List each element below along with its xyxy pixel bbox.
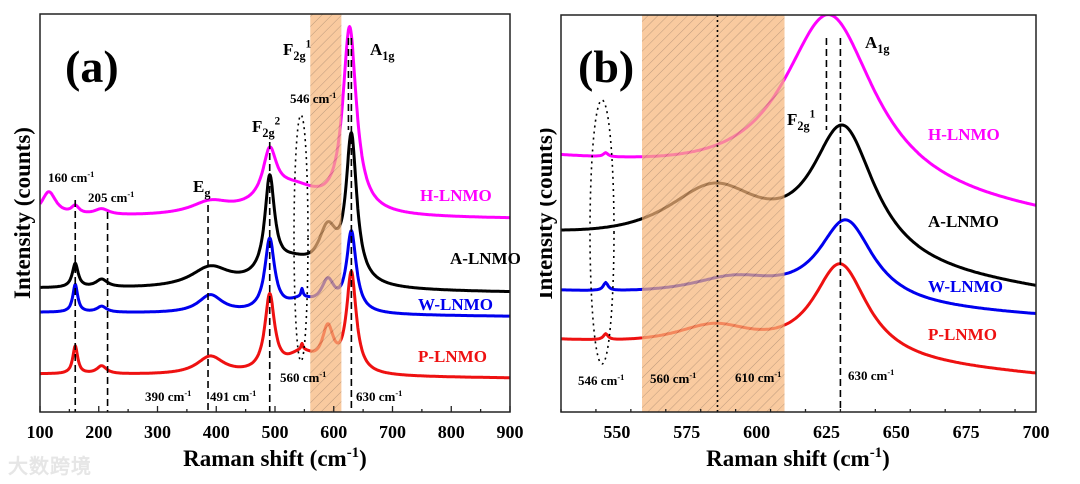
series-line-p-lnmo xyxy=(40,269,510,380)
legend-label-h-lnmo: H-LNMO xyxy=(420,186,492,205)
plot-frame xyxy=(560,14,1037,413)
peak-annotation: 630 cm-1 xyxy=(356,388,402,404)
x-tick-label: 200 xyxy=(85,422,112,442)
plot-area xyxy=(40,14,510,412)
series-line-h-lnmo xyxy=(40,25,510,220)
x-tick-label: 600 xyxy=(320,422,347,442)
shaded-region xyxy=(310,14,342,412)
x-tick-label: 500 xyxy=(262,422,289,442)
peak-annotation: 160 cm-1 xyxy=(48,169,94,185)
x-tick-label: 100 xyxy=(27,422,54,442)
legend-label-p-lnmo: P-LNMO xyxy=(928,325,997,344)
legend-label-a-lnmo: A-LNMO xyxy=(450,249,521,268)
series-line-p-lnmo xyxy=(561,262,1036,375)
x-tick-label: 600 xyxy=(743,422,770,442)
series-line-w-lnmo xyxy=(561,218,1036,315)
y-axis-title: Intensity (counts) xyxy=(532,128,557,300)
legend-label-w-lnmo: W-LNMO xyxy=(928,277,1003,296)
plot-area xyxy=(561,15,1036,412)
peak-annotation: A1g xyxy=(865,33,890,56)
peak-annotation: 560 cm-1 xyxy=(650,370,696,386)
legend-label-p-lnmo: P-LNMO xyxy=(418,347,487,366)
panel-label: (a) xyxy=(65,41,119,92)
panel-b: 550 575 600 625 650 675 700 Raman shift (cm-1) I… xyxy=(532,14,1050,471)
dotted-ellipse-546 xyxy=(589,99,615,365)
x-axis-title: Raman shift (cm-1) xyxy=(706,445,890,471)
legend-label-h-lnmo: H-LNMO xyxy=(928,125,1000,144)
x-tick-label: 675 xyxy=(953,422,980,442)
x-tick-label: 300 xyxy=(144,422,171,442)
x-tick-label: 550 xyxy=(603,422,630,442)
x-tick-label: 700 xyxy=(379,422,406,442)
peak-annotation: F2g2 xyxy=(252,115,281,140)
y-axis-title-group: Intensity (counts) xyxy=(532,128,557,300)
x-tick-label: 800 xyxy=(438,422,465,442)
peak-annotation: 560 cm-1 xyxy=(280,369,326,385)
y-axis-title: Intensity (counts) xyxy=(10,127,35,299)
dotted-ellipse-546 xyxy=(293,114,309,362)
panel-a: 100 200 300 400 500 600 700 800 900 Raman shift (… xyxy=(10,13,524,471)
x-tick-label: 400 xyxy=(203,422,230,442)
peak-annotation: F2g1 xyxy=(787,108,815,133)
series-line-h-lnmo xyxy=(561,15,1036,207)
x-tick-label: 700 xyxy=(1023,422,1050,442)
series-line-w-lnmo xyxy=(40,229,510,318)
panel-label: (b) xyxy=(578,41,634,92)
peak-annotation: 610 cm-1 xyxy=(735,369,781,385)
legend-label-w-lnmo: W-LNMO xyxy=(418,295,493,314)
watermark: 大数跨境 xyxy=(8,454,92,478)
peak-annotation: F2g1 xyxy=(283,38,311,63)
series-line-a-lnmo xyxy=(40,131,510,294)
peak-annotation: A1g xyxy=(370,40,395,63)
series-line-a-lnmo xyxy=(561,123,1036,287)
x-tick-label: 650 xyxy=(883,422,910,442)
y-axis-title-group: Intensity (counts) xyxy=(10,127,35,299)
peak-annotation: 205 cm-1 xyxy=(88,189,134,205)
peak-annotation: 390 cm-1 xyxy=(145,388,191,404)
peak-annotation: 491 cm-1 xyxy=(210,388,256,404)
x-tick-label: 625 xyxy=(813,422,840,442)
peak-annotation: Eg xyxy=(193,177,210,200)
legend-label-a-lnmo: A-LNMO xyxy=(928,212,999,231)
x-tick-label: 575 xyxy=(673,422,700,442)
shaded-region xyxy=(642,15,785,412)
peak-annotation: 546 cm-1 xyxy=(578,372,624,388)
x-tick-label: 900 xyxy=(497,422,524,442)
x-axis-title: Raman shift (cm-1) xyxy=(183,445,367,471)
peak-annotation: 546 cm-1 xyxy=(290,90,336,106)
peak-annotation: 630 cm-1 xyxy=(848,367,894,383)
